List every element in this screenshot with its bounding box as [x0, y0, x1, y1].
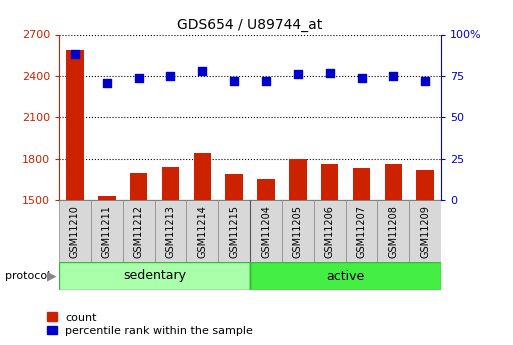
- Bar: [353, 168, 370, 345]
- Bar: [66, 50, 84, 345]
- Text: GSM11211: GSM11211: [102, 205, 112, 258]
- Text: GSM11215: GSM11215: [229, 205, 239, 258]
- Point: [198, 68, 206, 74]
- Point: [166, 73, 174, 79]
- Point: [230, 78, 238, 83]
- Text: GSM11214: GSM11214: [198, 205, 207, 258]
- Point: [389, 73, 398, 79]
- Text: sedentary: sedentary: [123, 269, 186, 283]
- Text: protocol: protocol: [5, 271, 50, 281]
- Bar: [250, 200, 282, 262]
- Bar: [321, 164, 339, 345]
- Point: [71, 52, 79, 57]
- Bar: [98, 196, 115, 345]
- Bar: [59, 262, 250, 290]
- Text: GSM11208: GSM11208: [388, 205, 399, 258]
- Point: [134, 75, 143, 80]
- Bar: [257, 179, 275, 345]
- Legend: count, percentile rank within the sample: count, percentile rank within the sample: [47, 313, 253, 336]
- Bar: [385, 164, 402, 345]
- Point: [294, 71, 302, 77]
- Point: [326, 70, 334, 75]
- Point: [103, 80, 111, 85]
- Point: [262, 78, 270, 83]
- Point: [358, 75, 366, 80]
- Text: active: active: [326, 269, 365, 283]
- Text: GSM11204: GSM11204: [261, 205, 271, 258]
- Bar: [218, 200, 250, 262]
- Bar: [250, 262, 441, 290]
- Bar: [59, 200, 91, 262]
- Bar: [225, 174, 243, 345]
- Text: GSM11206: GSM11206: [325, 205, 334, 258]
- Point: [421, 78, 429, 83]
- Bar: [123, 200, 154, 262]
- Bar: [186, 200, 218, 262]
- Bar: [417, 170, 434, 345]
- Title: GDS654 / U89744_at: GDS654 / U89744_at: [177, 18, 323, 32]
- Bar: [193, 153, 211, 345]
- Text: GSM11209: GSM11209: [420, 205, 430, 258]
- Text: GSM11212: GSM11212: [133, 205, 144, 258]
- Bar: [282, 200, 314, 262]
- Bar: [162, 167, 179, 345]
- Bar: [154, 200, 186, 262]
- Text: GSM11207: GSM11207: [357, 205, 367, 258]
- Bar: [91, 200, 123, 262]
- Text: ▶: ▶: [47, 269, 57, 283]
- Text: GSM11213: GSM11213: [166, 205, 175, 258]
- Bar: [409, 200, 441, 262]
- Text: GSM11205: GSM11205: [293, 205, 303, 258]
- Bar: [289, 159, 307, 345]
- Bar: [130, 172, 147, 345]
- Bar: [378, 200, 409, 262]
- Text: GSM11210: GSM11210: [70, 205, 80, 258]
- Bar: [314, 200, 346, 262]
- Bar: [346, 200, 378, 262]
